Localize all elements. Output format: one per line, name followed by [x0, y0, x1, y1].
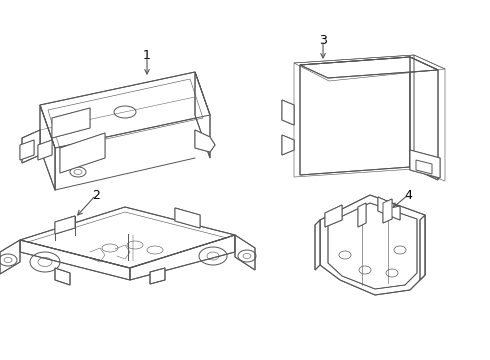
Polygon shape [60, 133, 105, 173]
Polygon shape [195, 130, 215, 152]
Polygon shape [420, 215, 425, 280]
Polygon shape [175, 208, 200, 228]
Polygon shape [40, 105, 55, 190]
Polygon shape [300, 57, 438, 78]
Text: 1: 1 [143, 49, 151, 62]
Polygon shape [325, 205, 342, 227]
Polygon shape [20, 140, 34, 160]
Polygon shape [315, 220, 320, 270]
Polygon shape [378, 197, 400, 220]
Polygon shape [40, 72, 210, 148]
Polygon shape [383, 199, 392, 223]
Polygon shape [55, 216, 75, 234]
Polygon shape [320, 195, 425, 295]
Polygon shape [416, 160, 432, 174]
Polygon shape [328, 203, 417, 289]
Polygon shape [358, 203, 366, 227]
Polygon shape [20, 240, 130, 280]
Polygon shape [55, 268, 70, 285]
Polygon shape [282, 135, 294, 155]
Polygon shape [195, 72, 210, 158]
Polygon shape [52, 108, 90, 138]
Polygon shape [410, 150, 440, 178]
Polygon shape [20, 207, 235, 268]
Polygon shape [130, 235, 235, 280]
Polygon shape [22, 130, 40, 163]
Polygon shape [38, 140, 52, 160]
Text: 3: 3 [319, 33, 327, 46]
Text: 2: 2 [92, 189, 100, 202]
Polygon shape [410, 57, 438, 180]
Text: 4: 4 [404, 189, 412, 202]
Polygon shape [0, 240, 20, 274]
Polygon shape [282, 100, 294, 125]
Polygon shape [300, 57, 410, 175]
Polygon shape [150, 268, 165, 284]
Polygon shape [235, 235, 255, 270]
